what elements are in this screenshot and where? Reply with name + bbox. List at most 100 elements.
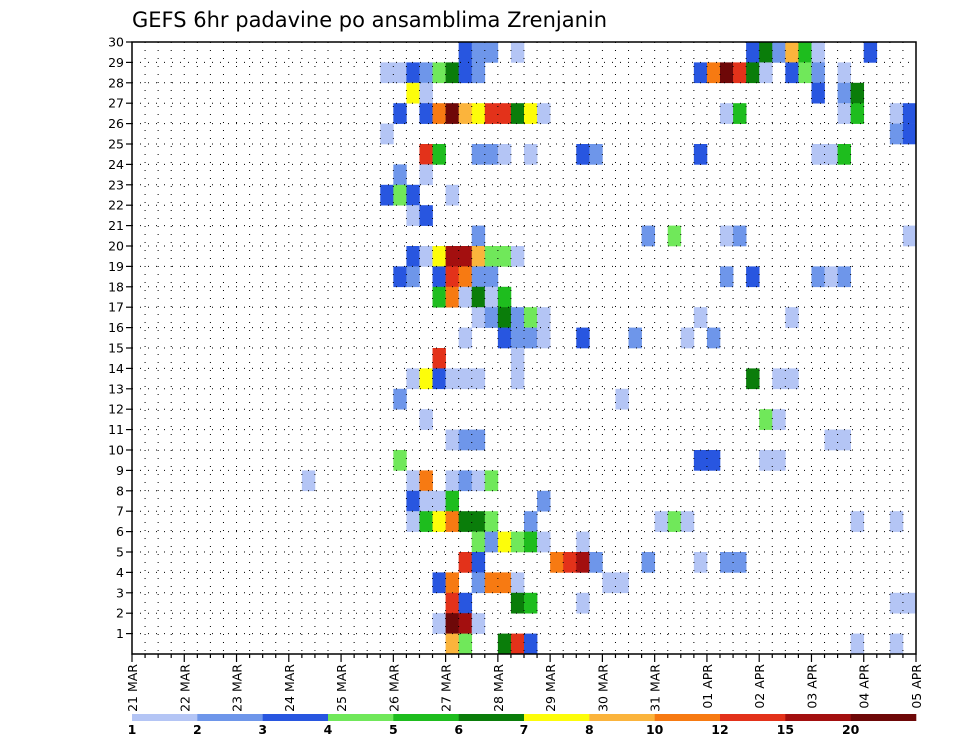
color-legend: 1 2 3 4 5 6 7 8 10 12 15 20 [128, 714, 917, 737]
heatmap-cell [497, 327, 512, 349]
heatmap-cell [524, 103, 538, 124]
heatmap-cell [902, 225, 917, 247]
y-tick-label: 10 [108, 443, 124, 458]
y-tick-label: 4 [116, 565, 124, 580]
y-tick-label: 24 [108, 157, 124, 172]
heatmap-cell [576, 327, 590, 349]
heatmap-cell [458, 613, 473, 634]
heatmap-cell [406, 490, 420, 512]
heatmap-cell [471, 429, 486, 451]
legend-level-label: 10 [646, 722, 664, 737]
heatmap-cell [811, 62, 825, 84]
heatmap-cell [393, 184, 407, 206]
heatmap-cell [458, 368, 473, 390]
heatmap-cell [484, 286, 499, 308]
heatmap-cell [746, 368, 760, 390]
heatmap-cell [641, 552, 655, 573]
heatmap-cell [458, 511, 473, 532]
y-tick-label: 27 [108, 96, 124, 111]
heatmap-cell [419, 470, 433, 492]
legend-swatch [262, 714, 329, 721]
heatmap-cell [837, 62, 851, 84]
heatmap-cell [693, 62, 708, 84]
heatmap-cell [497, 286, 512, 308]
heatmap-cell [733, 225, 747, 247]
heatmap-cell [458, 246, 473, 267]
heatmap-cell [458, 286, 473, 308]
heatmap-cell [497, 307, 512, 328]
heatmap-cell [510, 103, 525, 124]
heatmap-cell [720, 225, 734, 247]
y-tick-label: 14 [108, 361, 124, 376]
heatmap-cell [785, 42, 799, 63]
heatmap-cell [471, 572, 486, 594]
heatmap-cell [406, 184, 420, 206]
x-tick-label: 02 APR [752, 664, 767, 709]
y-tick-label: 26 [108, 116, 124, 131]
heatmap-cell [432, 613, 446, 634]
heatmap-cell [510, 246, 525, 267]
heatmap-cell [824, 266, 838, 288]
heatmap-cell [484, 307, 499, 328]
heatmap-cell [380, 123, 394, 145]
legend-swatch [850, 714, 917, 721]
heatmap-cell [720, 266, 734, 288]
y-tick-label: 29 [108, 55, 124, 70]
x-tick-label: 29 MAR [543, 664, 558, 712]
heatmap-cell [445, 511, 459, 532]
heatmap-cell [680, 327, 695, 349]
heatmap-cell [419, 246, 433, 267]
heatmap-cell [419, 409, 433, 430]
y-tick-label: 6 [116, 524, 124, 539]
heatmap-cell [484, 572, 499, 594]
heatmap-cells [301, 42, 917, 655]
heatmap-cell [576, 552, 590, 573]
heatmap-cell [902, 592, 917, 614]
heatmap-cell [458, 633, 473, 655]
heatmap-cell [720, 103, 734, 124]
heatmap-cell [432, 286, 446, 308]
x-tick-label: 04 APR [857, 664, 872, 709]
heatmap-cell [419, 368, 433, 390]
x-tick-label: 01 APR [700, 664, 715, 709]
heatmap-cell [497, 246, 512, 267]
heatmap-cell [471, 470, 486, 492]
heatmap-cell [406, 205, 420, 226]
heatmap-cell [432, 103, 446, 124]
heatmap-cell [889, 633, 904, 655]
heatmap-cell [889, 123, 904, 145]
y-tick-label: 18 [108, 279, 124, 294]
heatmap-cell [720, 552, 734, 573]
heatmap-cell [445, 470, 459, 492]
x-tick-label: 26 MAR [386, 664, 401, 712]
heatmap-cell [746, 62, 760, 84]
heatmap-cell [471, 42, 486, 63]
heatmap-cell [471, 368, 486, 390]
legend-level-label: 20 [842, 722, 860, 737]
legend-swatch [132, 714, 198, 721]
heatmap-cell [850, 633, 865, 655]
y-tick-label: 20 [108, 239, 124, 254]
y-axis-ticks: 1234567891011121314151617181920212223242… [108, 35, 132, 641]
heatmap-cell [524, 307, 538, 328]
heatmap-cell [497, 103, 512, 124]
heatmap-cell [693, 307, 708, 328]
heatmap-cell [432, 62, 446, 84]
heatmap-cell [837, 103, 851, 124]
heatmap-cell [432, 511, 446, 532]
y-tick-label: 21 [108, 218, 124, 233]
heatmap-cell [510, 368, 525, 390]
heatmap-cell [524, 531, 538, 553]
heatmap-cell [393, 450, 407, 471]
heatmap-cell [484, 470, 499, 492]
heatmap-cell [458, 592, 473, 614]
heatmap-cell [889, 592, 904, 614]
heatmap-cell [589, 144, 603, 165]
heatmap-cell [576, 144, 590, 165]
y-tick-label: 28 [108, 75, 124, 90]
heatmap-cell [406, 82, 420, 104]
heatmap-cell [550, 552, 564, 573]
heatmap-cell [537, 531, 551, 553]
y-tick-label: 1 [116, 626, 124, 641]
heatmap-cell [889, 103, 904, 124]
